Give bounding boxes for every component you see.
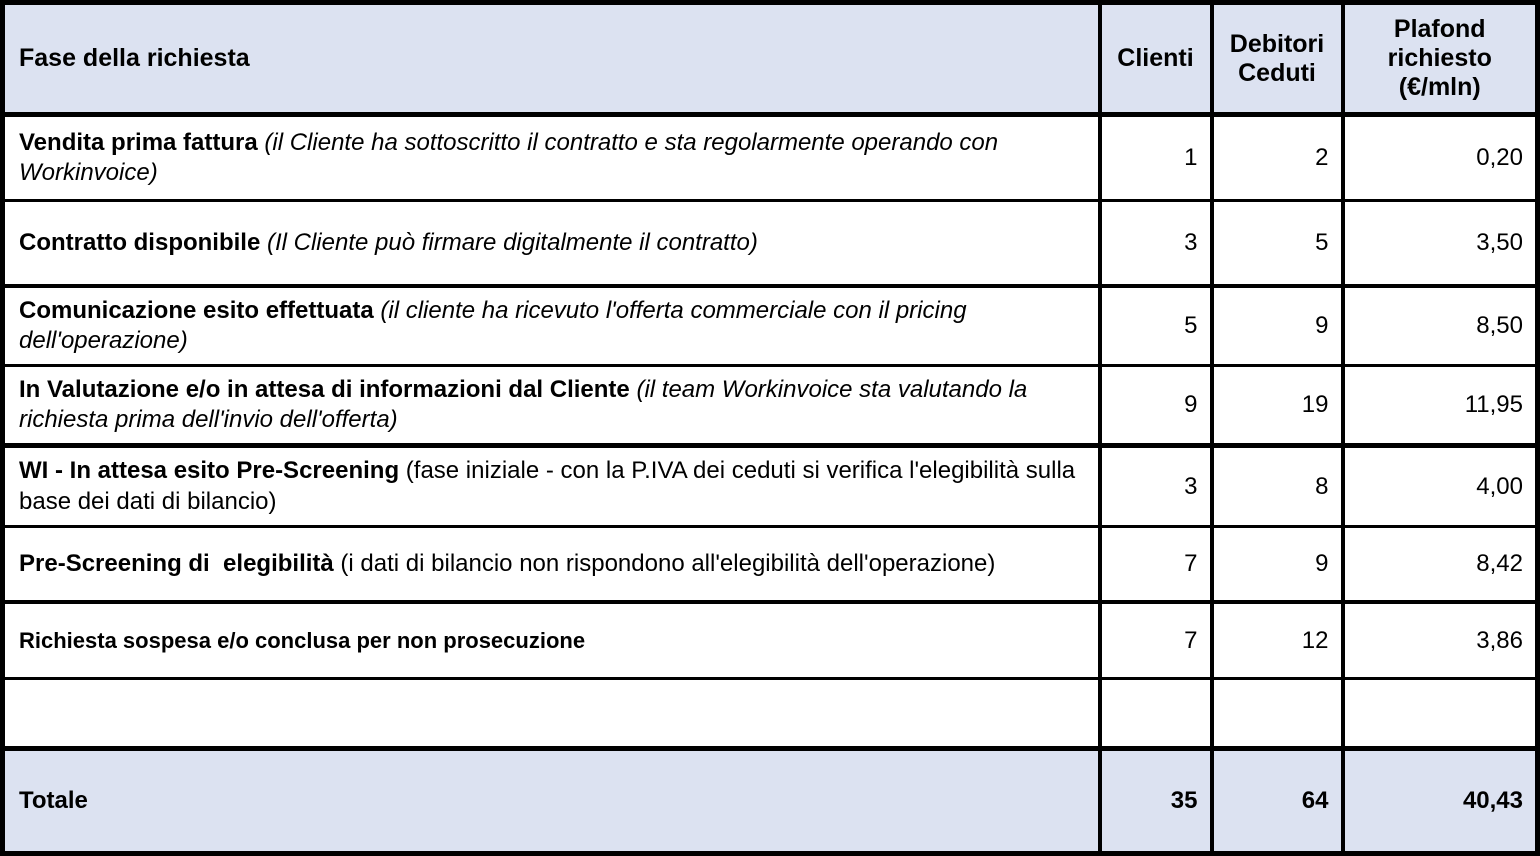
table-header: Fase della richiesta Clienti Debitori Ce… (0, 1, 1540, 117)
debitori-cell: 5 (1209, 199, 1345, 287)
table-body: Vendita prima fattura (il Cliente ha sot… (0, 113, 1540, 751)
table-row: Pre-Screening di elegibilità (i dati di … (0, 525, 1540, 604)
debitori-cell: 8 (1209, 443, 1345, 528)
column-header-plafond: Plafond richiesto (€/mln) (1340, 1, 1540, 117)
row-description: (il Cliente ha sottoscritto il contratto… (19, 128, 999, 186)
debitori-cell: 9 (1209, 525, 1345, 604)
clienti-cell: 9 (1097, 363, 1214, 448)
table-row: Richiesta sospesa e/o conclusa per non p… (0, 600, 1540, 680)
plafond-cell: 8,50 (1340, 283, 1540, 367)
plafond-cell: 11,95 (1340, 363, 1540, 448)
clienti-cell: 1 (1097, 113, 1214, 202)
column-header-clienti: Clienti (1097, 1, 1214, 117)
row-description: (il cliente ha ricevuto l'offerta commer… (19, 296, 967, 354)
debitori-cell: 9 (1209, 283, 1345, 367)
table-row: Contratto disponibile (Il Cliente può fi… (0, 199, 1540, 287)
clienti-cell: 7 (1097, 525, 1214, 604)
phase-cell: Comunicazione esito effettuata (il clien… (0, 283, 1102, 367)
clienti-cell (1097, 677, 1214, 751)
phase-cell (0, 677, 1102, 751)
total-debitori: 64 (1209, 746, 1345, 855)
phase-cell: Pre-Screening di elegibilità (i dati di … (0, 525, 1102, 604)
plafond-cell: 0,20 (1340, 113, 1540, 202)
row-description: (fase iniziale - con la P.IVA dei ceduti… (19, 457, 1076, 515)
row-title: Contratto disponibile (19, 228, 261, 256)
total-row: Totale 35 64 40,43 (0, 746, 1540, 855)
row-title: Pre-Screening di elegibilità (19, 550, 334, 578)
column-header-fase: Fase della richiesta (0, 1, 1102, 117)
plafond-cell (1340, 677, 1540, 751)
row-title: In Valutazione e/o in attesa di informaz… (19, 376, 630, 403)
clienti-cell: 7 (1097, 600, 1214, 680)
table-row: In Valutazione e/o in attesa di informaz… (0, 363, 1540, 448)
plafond-cell: 3,86 (1340, 600, 1540, 680)
table-row: WI - In attesa esito Pre-Screening (fase… (0, 443, 1540, 528)
table-row: Comunicazione esito effettuata (il clien… (0, 283, 1540, 367)
table-row: Vendita prima fattura (il Cliente ha sot… (0, 113, 1540, 202)
debitori-cell: 19 (1209, 363, 1345, 448)
phase-cell: Richiesta sospesa e/o conclusa per non p… (0, 600, 1102, 680)
phase-cell: WI - In attesa esito Pre-Screening (fase… (0, 443, 1102, 528)
phase-cell: Vendita prima fattura (il Cliente ha sot… (0, 113, 1102, 202)
row-title: WI - In attesa esito Pre-Screening (19, 457, 400, 485)
row-title: Richiesta sospesa e/o conclusa per non p… (19, 627, 586, 653)
table-row (0, 677, 1540, 751)
phase-cell: Contratto disponibile (Il Cliente può fi… (0, 199, 1102, 287)
clienti-cell: 3 (1097, 443, 1214, 528)
phase-cell: In Valutazione e/o in attesa di informaz… (0, 363, 1102, 448)
row-title: Comunicazione esito effettuata (19, 296, 374, 324)
row-title: Vendita prima fattura (19, 128, 258, 156)
row-description: (i dati di bilancio non rispondono all'e… (333, 550, 996, 578)
column-header-debitori: Debitori Ceduti (1209, 1, 1345, 117)
plafond-cell: 4,00 (1340, 443, 1540, 528)
debitori-cell (1209, 677, 1345, 751)
debitori-cell: 2 (1209, 113, 1345, 202)
clienti-cell: 5 (1097, 283, 1214, 367)
header-row: Fase della richiesta Clienti Debitori Ce… (0, 1, 1540, 117)
table-footer: Totale 35 64 40,43 (0, 746, 1540, 855)
row-description: (Il Cliente può firmare digitalmente il … (260, 228, 758, 256)
plafond-cell: 3,50 (1340, 199, 1540, 287)
total-clienti: 35 (1097, 746, 1214, 855)
clienti-cell: 3 (1097, 199, 1214, 287)
total-label: Totale (0, 746, 1102, 855)
plafond-cell: 8,42 (1340, 525, 1540, 604)
debitori-cell: 12 (1209, 600, 1345, 680)
total-plafond: 40,43 (1340, 746, 1540, 855)
row-description: (il team Workinvoice sta valutando la ri… (19, 376, 1028, 434)
